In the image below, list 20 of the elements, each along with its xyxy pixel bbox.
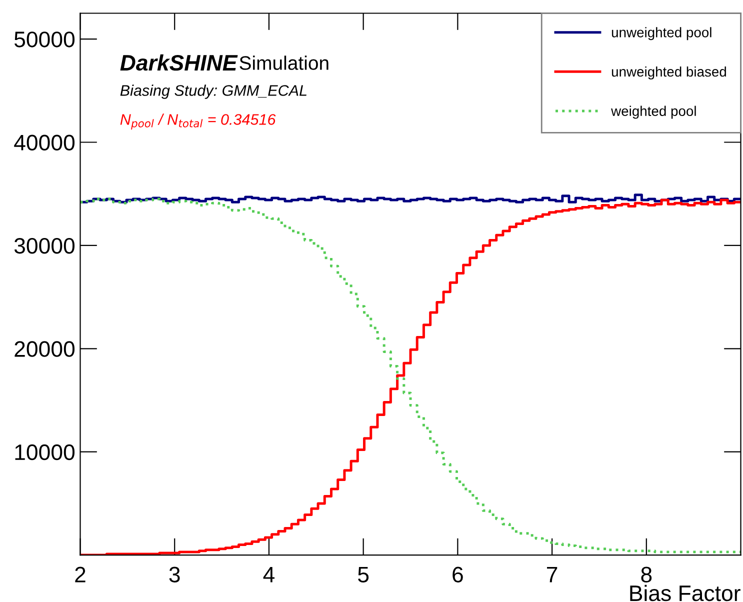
x-tick-label: 2 [75,566,86,582]
x-tick-label: 5 [358,566,369,582]
x-tick-label: 3 [169,566,180,582]
legend-label: unweighted biased [612,66,726,80]
x-tick-label: 4 [263,566,274,582]
y-tick-label: 40000 [14,134,75,151]
x-tick-label: 8 [641,566,652,582]
annotation: N$_{pool}$ / N$_{total}$ = 0.34516 [120,114,276,130]
x-tick-label: 7 [547,566,558,582]
annotation: Simulation [240,56,328,70]
y-tick-label: 30000 [14,238,75,254]
x-axis-title: Bias Factor [630,584,740,602]
y-tick-label: 10000 [15,444,75,460]
annotation: Biasing Study: GMM_ECAL [120,84,306,99]
y-tick-label: 50000 [14,32,75,48]
legend-label: unweighted pool [612,27,712,40]
x-tick-label: 6 [452,566,463,582]
annotation: DarkSHINE [120,54,238,71]
y-tick-label: 20000 [14,341,75,357]
legend-label: weighted pool [611,106,696,119]
